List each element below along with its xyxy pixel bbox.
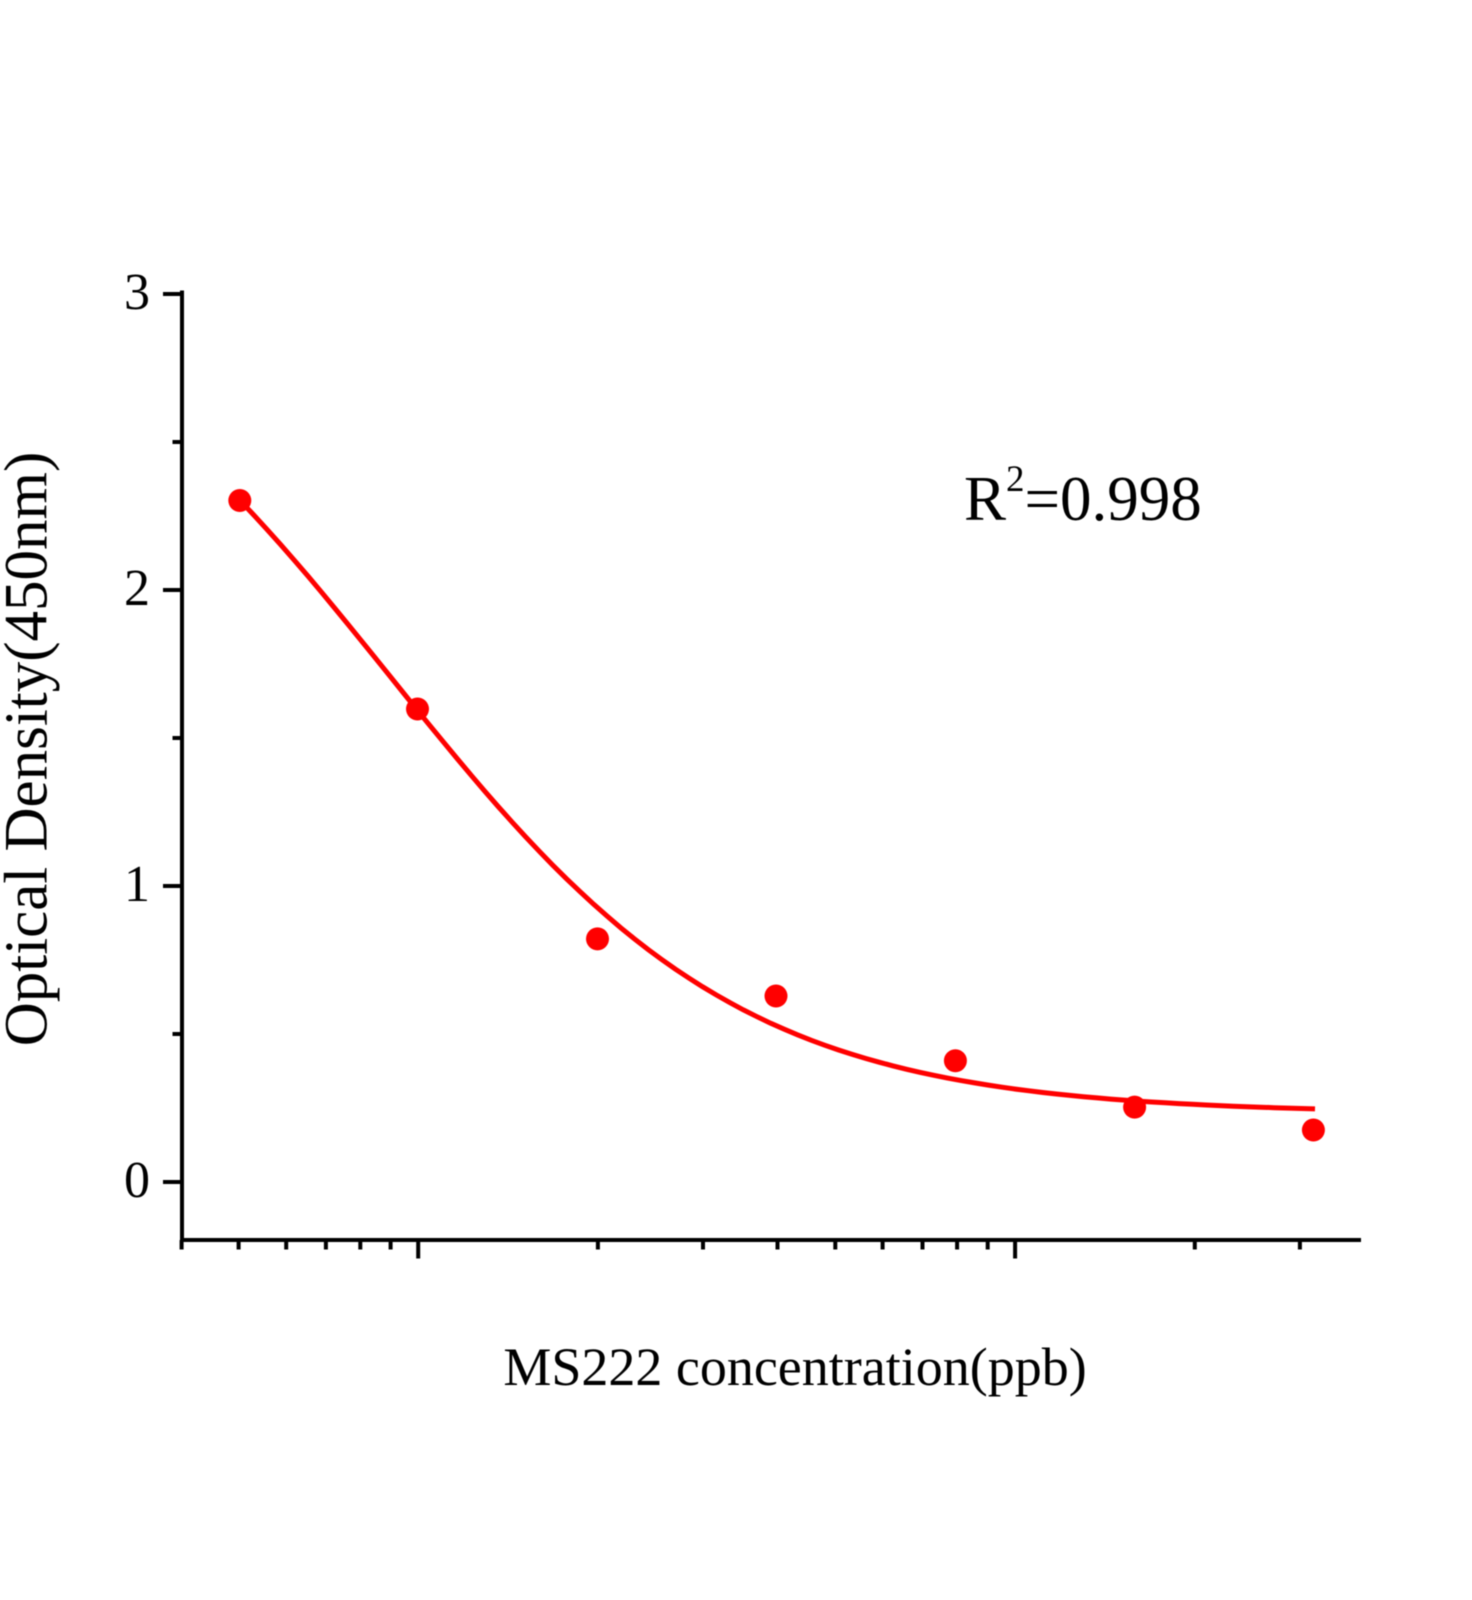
svg-text:R2=0.998: R2=0.998: [964, 459, 1202, 534]
svg-text:3: 3: [124, 264, 150, 321]
svg-text:1: 1: [124, 856, 150, 913]
svg-text:2: 2: [124, 560, 150, 617]
svg-text:MS222 concentration(ppb): MS222 concentration(ppb): [503, 1337, 1086, 1397]
svg-text:Optical Density(450nm): Optical Density(450nm): [0, 452, 61, 1047]
svg-text:0: 0: [124, 1152, 150, 1209]
